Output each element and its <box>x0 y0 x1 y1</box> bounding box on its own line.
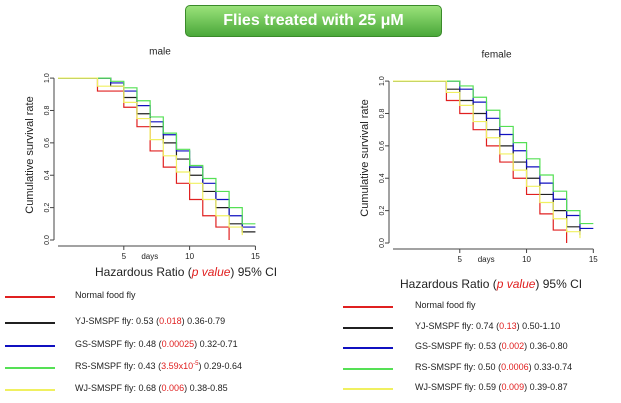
y-tick-label: 1.0 <box>379 76 386 86</box>
y-tick-label: 0.8 <box>379 109 386 119</box>
survival-curve <box>58 77 243 236</box>
hazard-ratio: 0.43 <box>138 361 156 371</box>
y-tick-label: 1.0 <box>44 73 51 83</box>
p-value: 0.009 <box>501 382 525 392</box>
confidence-interval: 0.39-0.87 <box>529 382 568 392</box>
p-value: 0.006 <box>161 383 185 393</box>
legend-entry: WJ-SMSPF fly: 0.59 (0.009) 0.39-0.87 <box>415 382 568 392</box>
y-tick-label: 0.2 <box>379 206 386 216</box>
p-value: 0.002 <box>501 341 525 351</box>
x-tick-label: 15 <box>251 252 260 261</box>
hr-heading: Hazardous Ratio (p value) 95% CI <box>400 277 582 291</box>
x-tick-label: 10 <box>522 255 531 264</box>
legend-swatch <box>343 306 393 308</box>
chart-title: female <box>481 50 511 61</box>
legend-swatch <box>343 388 393 390</box>
hazard-ratio: 0.53 <box>478 341 497 351</box>
confidence-interval: 0.38-0.85 <box>189 383 228 393</box>
confidence-interval: 0.50-1.10 <box>522 321 561 331</box>
hazard-ratio: 0.74 <box>476 321 494 331</box>
legend-name: WJ-SMSPF fly: <box>75 383 136 393</box>
legend-name: Normal food fly <box>415 300 476 310</box>
hr-heading-part: p value <box>496 277 536 291</box>
x-tick-label: 15 <box>589 255 598 264</box>
legend-entry: RS-SMSPF fly: 0.50 (0.0006) 0.33-0.74 <box>415 362 573 372</box>
legend-name: WJ-SMSPF fly: <box>415 382 476 392</box>
x-axis-label: days <box>478 255 495 264</box>
legend-entry: Normal food fly <box>415 300 476 310</box>
legend-entry: Normal food fly <box>75 290 136 300</box>
legend-entry: YJ-SMSPF fly: 0.53 (0.018) 0.36-0.79 <box>75 316 226 326</box>
legend-entry: RS-SMSPF fly: 0.43 (3.59x10-5) 0.29-0.64 <box>75 361 242 371</box>
hr-heading-part: ) 95% CI <box>535 277 583 291</box>
legend-name: RS-SMSPF fly: <box>415 362 476 372</box>
hazard-ratio: 0.68 <box>138 383 157 393</box>
survival-curve <box>58 77 256 233</box>
legend-swatch <box>5 389 55 391</box>
legend-swatch <box>5 345 55 347</box>
banner: Flies treated with 25 μM Rotenone <box>185 5 442 59</box>
confidence-interval: 0.29-0.64 <box>203 361 242 371</box>
legend-name: GS-SMSPF fly: <box>415 341 477 351</box>
p-value: 0.00025 <box>161 339 195 349</box>
legend-name: YJ-SMSPF fly: <box>75 316 134 326</box>
hazard-ratio: 0.48 <box>138 339 157 349</box>
hazard-ratio: 0.53 <box>136 316 154 326</box>
y-tick-label: 0.6 <box>379 141 386 151</box>
hr-heading: Hazardous Ratio (p value) 95% CI <box>95 265 277 279</box>
survival-curve <box>393 80 581 239</box>
x-axis-label: days <box>141 252 158 261</box>
legend-swatch <box>343 327 393 329</box>
legend-entry: GS-SMSPF fly: 0.53 (0.002) 0.36-0.80 <box>415 341 568 351</box>
hr-heading-part: Hazardous Ratio ( <box>400 277 497 291</box>
hr-heading-part: Hazardous Ratio ( <box>95 265 192 279</box>
chart-title: male <box>149 47 171 58</box>
legend-name: GS-SMSPF fly: <box>75 339 137 349</box>
legend-swatch <box>5 296 55 298</box>
survival-curve <box>58 77 256 228</box>
y-tick-label: 0.4 <box>379 173 386 183</box>
confidence-interval: 0.36-0.79 <box>187 316 226 326</box>
x-tick-label: 5 <box>458 255 463 264</box>
legend-name: YJ-SMSPF fly: <box>415 321 474 331</box>
confidence-interval: 0.33-0.74 <box>534 362 573 372</box>
survival-curve <box>393 80 594 230</box>
hr-heading-part: ) 95% CI <box>230 265 278 279</box>
legend-name: RS-SMSPF fly: <box>75 361 136 371</box>
y-tick-label: 0.0 <box>44 235 51 245</box>
confidence-interval: 0.36-0.80 <box>529 341 568 351</box>
hr-heading-part: p value <box>191 265 231 279</box>
p-value: 0.0006 <box>501 362 529 372</box>
x-tick-label: 10 <box>185 252 194 261</box>
p-value: 3.59x10-5 <box>161 361 199 371</box>
legend-entry: WJ-SMSPF fly: 0.68 (0.006) 0.38-0.85 <box>75 383 228 393</box>
y-axis-label: Cumulative survival rate <box>24 96 36 213</box>
y-axis-label: Cumulative survival rate <box>359 99 371 216</box>
p-exponent: -5 <box>193 361 199 367</box>
x-tick-label: 5 <box>122 252 127 261</box>
legend-swatch <box>343 347 393 349</box>
p-value: 0.13 <box>499 321 517 331</box>
legend-name: Normal food fly <box>75 290 136 300</box>
y-tick-label: 0.6 <box>44 138 51 148</box>
survival-curve <box>393 80 568 243</box>
legend-entry: YJ-SMSPF fly: 0.74 (0.13) 0.50-1.10 <box>415 321 561 331</box>
p-value: 0.018 <box>159 316 182 326</box>
hazard-ratio: 0.50 <box>478 362 496 372</box>
survival-curve <box>393 80 594 225</box>
confidence-interval: 0.32-0.71 <box>199 339 238 349</box>
legend-swatch <box>5 322 55 324</box>
y-tick-label: 0.2 <box>44 203 51 213</box>
survival-curve <box>58 77 230 240</box>
y-tick-label: 0.4 <box>44 170 51 180</box>
y-tick-label: 0.0 <box>379 238 386 248</box>
y-tick-label: 0.8 <box>44 106 51 116</box>
legend-entry: GS-SMSPF fly: 0.48 (0.00025) 0.32-0.71 <box>75 339 238 349</box>
legend-swatch <box>343 368 393 370</box>
legend-swatch <box>5 367 55 369</box>
hazard-ratio: 0.59 <box>478 382 497 392</box>
